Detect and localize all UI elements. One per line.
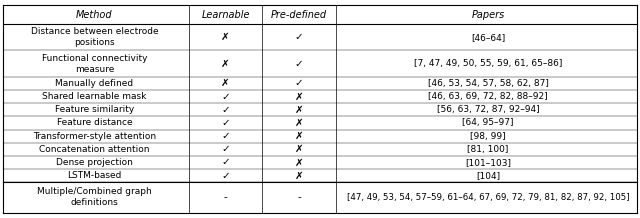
Text: ✓: ✓	[221, 144, 230, 154]
Text: [47, 49, 53, 54, 57–59, 61–64, 67, 69, 72, 79, 81, 82, 87, 92, 105]: [47, 49, 53, 54, 57–59, 61–64, 67, 69, 7…	[347, 193, 629, 202]
Text: [64, 95–97]: [64, 95–97]	[462, 118, 514, 128]
Text: Manually defined: Manually defined	[55, 79, 134, 88]
Text: ✗: ✗	[295, 105, 303, 115]
Text: [56, 63, 72, 87, 92–94]: [56, 63, 72, 87, 92–94]	[436, 105, 540, 114]
Text: -: -	[298, 192, 301, 202]
Text: ✗: ✗	[295, 144, 303, 154]
Text: Transformer-style attention: Transformer-style attention	[33, 132, 156, 141]
Text: ✗: ✗	[295, 92, 303, 102]
Text: Papers: Papers	[472, 10, 504, 20]
Text: Dense projection: Dense projection	[56, 158, 133, 167]
Text: [46–64]: [46–64]	[471, 33, 505, 42]
Text: ✓: ✓	[221, 157, 230, 167]
Text: Learnable: Learnable	[202, 10, 250, 20]
Text: Method: Method	[76, 10, 113, 20]
Text: -: -	[224, 192, 227, 202]
Text: Feature distance: Feature distance	[56, 118, 132, 128]
Text: ✗: ✗	[221, 59, 230, 69]
Text: ✗: ✗	[295, 171, 303, 181]
Text: Functional connectivity
measure: Functional connectivity measure	[42, 54, 147, 74]
Text: ✓: ✓	[295, 32, 303, 42]
Text: [98, 99]: [98, 99]	[470, 132, 506, 141]
Text: ✗: ✗	[221, 32, 230, 42]
Text: [104]: [104]	[476, 171, 500, 180]
Text: [46, 63, 69, 72, 82, 88–92]: [46, 63, 69, 72, 82, 88–92]	[428, 92, 548, 101]
Text: Multiple/Combined graph
definitions: Multiple/Combined graph definitions	[37, 187, 152, 208]
Text: [81, 100]: [81, 100]	[467, 145, 509, 154]
Text: Pre-defined: Pre-defined	[271, 10, 327, 20]
Text: ✓: ✓	[221, 118, 230, 128]
Text: ✗: ✗	[221, 78, 230, 88]
Text: ✗: ✗	[295, 157, 303, 167]
Text: Concatenation attention: Concatenation attention	[39, 145, 150, 154]
Text: ✓: ✓	[295, 59, 303, 69]
Text: [101–103]: [101–103]	[465, 158, 511, 167]
Text: [7, 47, 49, 50, 55, 59, 61, 65–86]: [7, 47, 49, 50, 55, 59, 61, 65–86]	[414, 59, 562, 68]
Text: ✓: ✓	[295, 78, 303, 88]
Text: Shared learnable mask: Shared learnable mask	[42, 92, 147, 101]
Text: ✓: ✓	[221, 105, 230, 115]
Text: [46, 53, 54, 57, 58, 62, 87]: [46, 53, 54, 57, 58, 62, 87]	[428, 79, 548, 88]
Text: ✓: ✓	[221, 171, 230, 181]
Text: ✓: ✓	[221, 92, 230, 102]
Text: ✗: ✗	[295, 131, 303, 141]
Text: Distance between electrode
positions: Distance between electrode positions	[31, 27, 158, 47]
Text: ✗: ✗	[295, 118, 303, 128]
Text: Feature similarity: Feature similarity	[55, 105, 134, 114]
Text: ✓: ✓	[221, 131, 230, 141]
Text: LSTM-based: LSTM-based	[67, 171, 122, 180]
